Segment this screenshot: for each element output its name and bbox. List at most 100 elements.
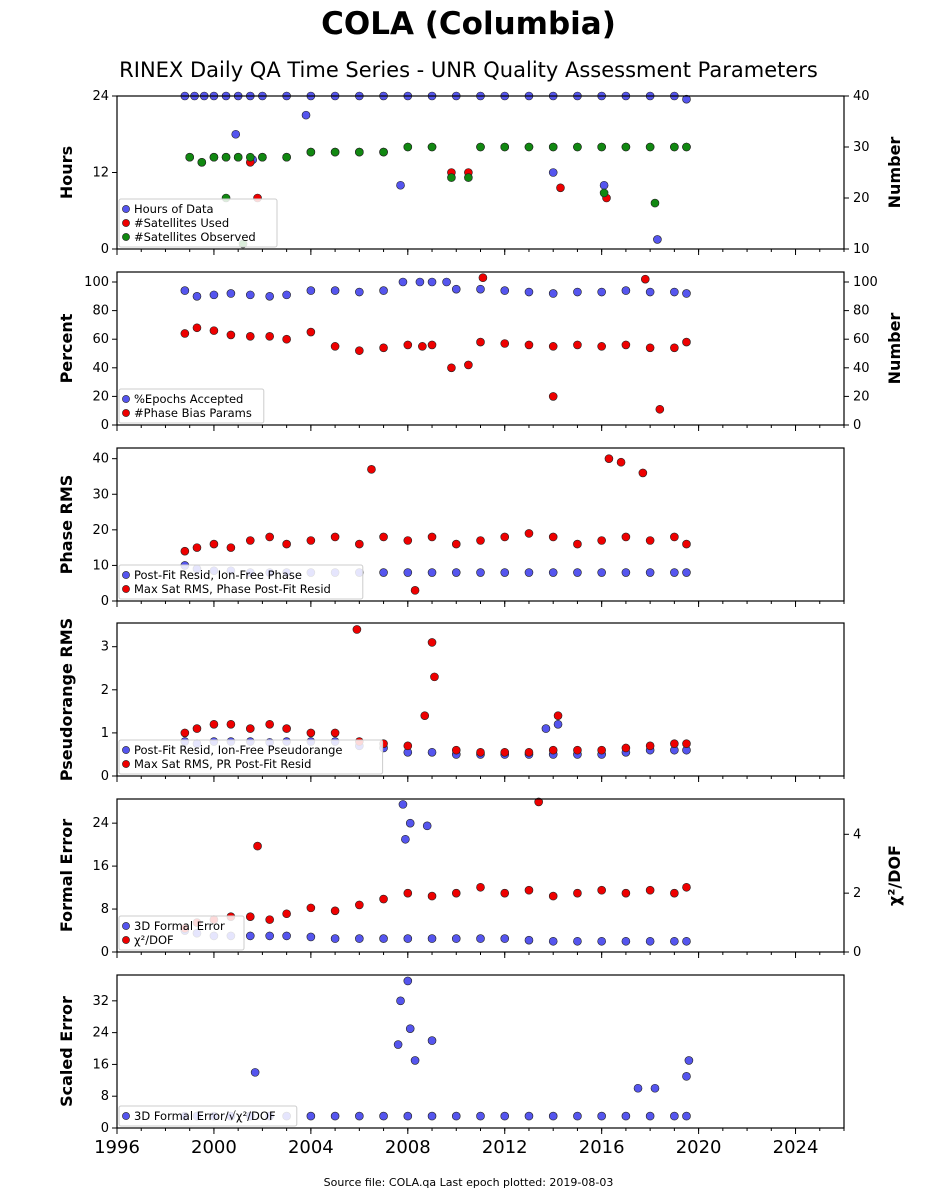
data-point (670, 142, 679, 152)
data-point (427, 568, 437, 577)
data-point (650, 198, 660, 208)
legend-marker (122, 219, 130, 227)
data-point (500, 1111, 510, 1121)
data-point (306, 932, 316, 942)
data-point (306, 1111, 316, 1121)
data-point (355, 1111, 364, 1121)
data-point (306, 286, 316, 295)
panel-3: 0 10 20 30 40 Phase RMS Post-Fit Resid, Ion-Fr… (57, 447, 845, 609)
data-point (573, 1111, 582, 1121)
legend: Post-Fit Resid, Ion-Free PseudorangeMax … (118, 739, 384, 775)
x-tick-label: 2024 (773, 1137, 819, 1158)
data-point (427, 340, 437, 350)
data-point (330, 1111, 340, 1121)
data-point (245, 290, 255, 300)
data-point (597, 745, 606, 755)
y-tick-label: 24 (92, 816, 109, 831)
data-point (476, 142, 485, 152)
data-point (573, 888, 582, 898)
data-point (524, 747, 534, 757)
data-point (282, 152, 291, 162)
data-point (645, 1111, 655, 1121)
data-point (500, 532, 510, 542)
data-point (476, 747, 485, 757)
data-point (403, 142, 413, 152)
data-point (548, 142, 558, 152)
data-point (682, 289, 691, 298)
data-point (403, 1111, 413, 1121)
legend-marker (122, 395, 130, 403)
data-point (476, 934, 485, 943)
data-point (245, 912, 255, 921)
data-point (306, 728, 316, 738)
y-tick-label: 30 (92, 487, 109, 502)
y-tick-label: 40 (92, 361, 109, 376)
data-point (427, 142, 437, 152)
data-point (403, 568, 413, 577)
data-point (500, 142, 510, 152)
y-tick-label: 8 (101, 1089, 109, 1104)
data-point (355, 900, 364, 910)
y-tick-label: 20 (92, 523, 109, 538)
x-tick-label: 2012 (482, 1137, 528, 1158)
data-point (330, 342, 340, 351)
y-axis-label: Formal Error (57, 819, 76, 932)
data-point (670, 532, 679, 542)
data-point (621, 743, 631, 753)
data-point (355, 147, 364, 157)
data-point (650, 1083, 660, 1093)
y-right-tick-label: 4 (853, 827, 861, 842)
y-tick-label: 32 (92, 994, 109, 1009)
data-point (379, 894, 388, 904)
data-point (245, 931, 255, 941)
data-point (379, 532, 388, 542)
y-tick-label: 24 (92, 89, 109, 104)
data-point (185, 152, 194, 162)
series-1 (180, 277, 691, 301)
legend-label: #Phase Bias Params (134, 406, 252, 420)
legend-marker (122, 1112, 130, 1120)
legend-label: %Epochs Accepted (134, 392, 243, 406)
y-tick-label: 60 (92, 332, 109, 347)
data-point (209, 290, 219, 300)
data-point (682, 739, 691, 748)
data-point (616, 457, 626, 467)
y-axis-label: Pseudorange RMS (57, 618, 76, 781)
data-point (478, 273, 488, 283)
data-point (403, 934, 413, 943)
data-point (209, 326, 219, 335)
x-tick-label: 1996 (94, 1137, 140, 1158)
data-point (451, 568, 461, 577)
y-tick-label: 20 (92, 389, 109, 404)
data-point (597, 1111, 606, 1121)
data-point (282, 334, 291, 344)
data-point (442, 277, 451, 287)
y-tick-label: 2 (101, 683, 109, 698)
series-2 (180, 625, 691, 757)
data-point (379, 568, 388, 577)
plot-frame (116, 974, 845, 1129)
data-point (245, 152, 255, 162)
legend: 3D Formal Error/√χ²/DOF (118, 1105, 298, 1127)
data-point (548, 745, 558, 755)
data-point (548, 1111, 558, 1121)
data-point (621, 286, 631, 295)
data-point (599, 180, 609, 190)
data-point (553, 719, 563, 729)
y-right-axis-label: χ²/DOF (885, 845, 904, 906)
legend-marker (122, 585, 130, 593)
data-point (398, 277, 408, 287)
legend-box (118, 915, 245, 951)
y-tick-label: 80 (92, 304, 109, 319)
legend-box (118, 1105, 298, 1127)
data-point (282, 724, 291, 733)
y-right-tick-label: 100 (853, 275, 878, 290)
plot-frame (116, 447, 845, 602)
data-point (221, 152, 231, 162)
data-point (265, 719, 274, 729)
data-point (524, 340, 534, 350)
data-point (396, 180, 405, 190)
data-point (355, 346, 364, 355)
data-point (682, 142, 691, 152)
